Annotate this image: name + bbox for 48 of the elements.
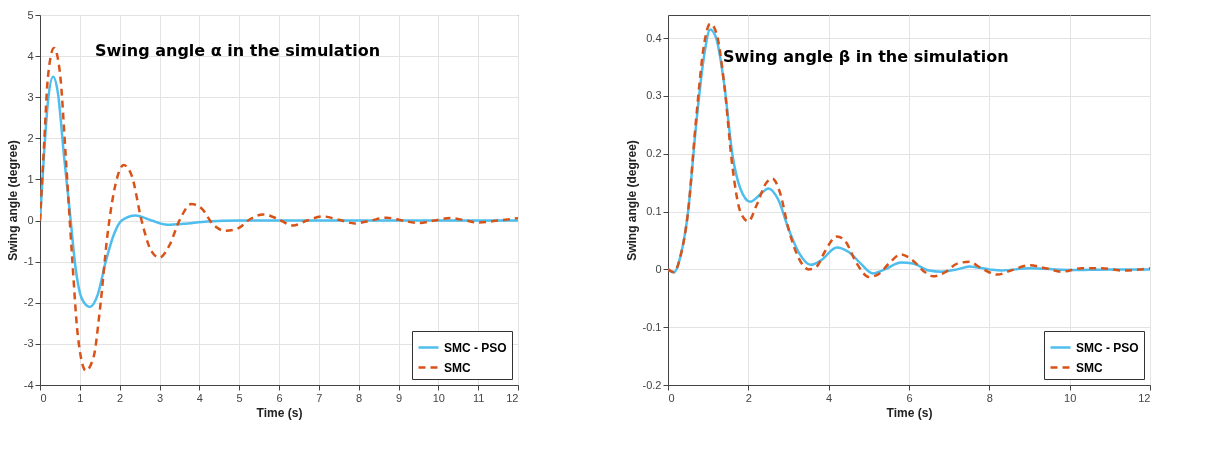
y-axis-title: Swing angle (degree) [624, 140, 639, 261]
x-tick-label: 4 [196, 391, 203, 404]
x-tick-label: 3 [156, 391, 164, 404]
x-tick-label: 2 [117, 391, 124, 404]
x-tick-label: 6 [276, 391, 283, 404]
x-tick-label: 6 [906, 391, 913, 404]
x-tick-label: 5 [236, 391, 243, 404]
x-tick-label: 8 [986, 391, 993, 404]
y-tick-label: -4 [23, 378, 34, 391]
y-tick-label: 4 [27, 49, 34, 62]
line-series [40, 46, 518, 372]
y-tick-label: 0.2 [646, 147, 662, 160]
x-tick-label: 10 [1064, 391, 1077, 404]
legend-label: SMC [1076, 360, 1103, 375]
y-tick-label: 0 [27, 214, 34, 227]
x-tick-label: 12 [506, 391, 519, 404]
x-axis-title: Time (s) [256, 405, 303, 420]
y-tick-label: -3 [23, 337, 34, 350]
y-tick-label: 0.3 [646, 89, 662, 102]
x-tick-label: 12 [1138, 391, 1151, 404]
y-tick-label: 3 [27, 90, 34, 103]
x-tick-label: 1 [77, 391, 84, 404]
x-tick-label: 2 [745, 391, 752, 404]
y-tick-label: 2 [27, 131, 34, 144]
x-tick-label: 8 [356, 391, 363, 404]
y-tick-label: -0.1 [642, 320, 662, 333]
y-tick-label: -2 [23, 296, 34, 309]
y-tick-label: 0.1 [646, 205, 662, 218]
legend-label: SMC - PSO [444, 340, 507, 355]
y-tick-label: 0 [655, 262, 662, 275]
x-tick-label: 10 [432, 391, 445, 404]
y-tick-label: 5 [27, 8, 34, 21]
legend-label: SMC - PSO [1076, 340, 1139, 355]
x-axis-title: Time (s) [886, 405, 933, 420]
y-tick-label: -1 [23, 255, 34, 268]
text: Swing angle β in the simulation [723, 47, 1009, 66]
x-tick-label: 9 [395, 391, 403, 404]
y-tick-label: 1 [27, 172, 34, 185]
x-tick-label: 0 [668, 391, 675, 404]
legend-label: SMC [444, 360, 471, 375]
x-tick-label: 0 [40, 391, 47, 404]
x-tick-label: 4 [826, 391, 833, 404]
x-tick-label: 11 [472, 391, 485, 404]
y-axis-title: Swing angle (degree) [5, 140, 20, 261]
x-tick-label: 7 [316, 391, 323, 404]
text: Swing angle α in the simulation [95, 41, 381, 60]
y-tick-label: 0.4 [646, 31, 662, 44]
y-tick-label: -0.2 [642, 378, 662, 391]
